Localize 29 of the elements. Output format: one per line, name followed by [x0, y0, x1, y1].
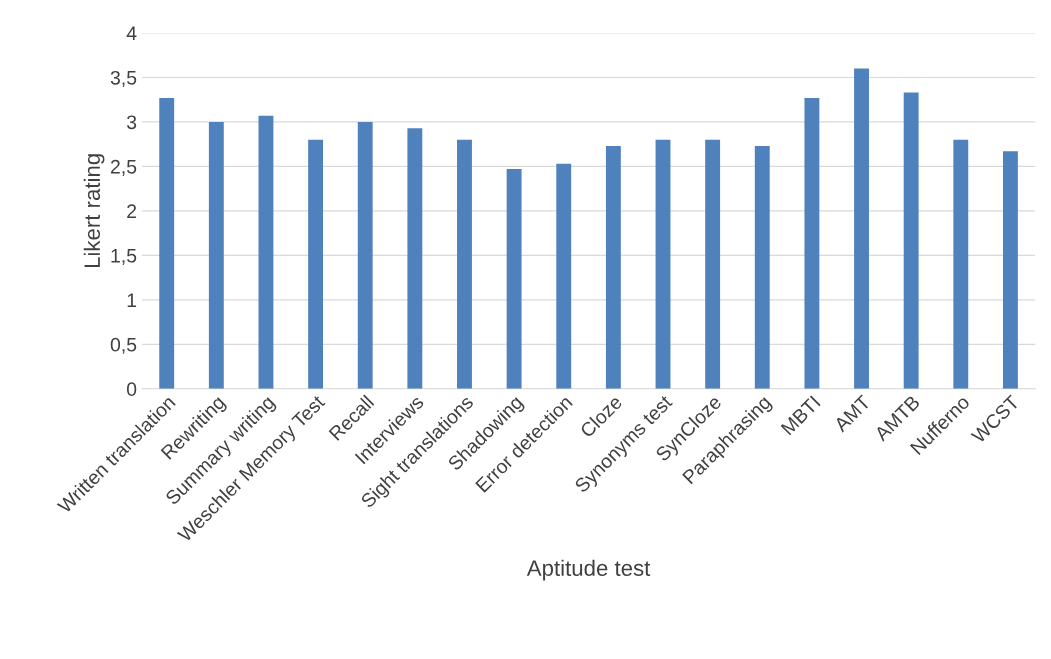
y-tick-label: 1 — [127, 293, 137, 307]
bar — [407, 128, 423, 389]
y-tick-label: 2 — [127, 204, 137, 218]
bar — [457, 139, 472, 389]
bar — [754, 145, 770, 389]
x-axis-title: Aptitude test — [526, 559, 651, 581]
bar — [506, 169, 522, 389]
bar — [258, 115, 274, 389]
y-tick-label: 4 — [126, 26, 137, 40]
y-tick-label: 3 — [126, 115, 137, 130]
bar — [605, 145, 621, 389]
bar — [953, 139, 969, 389]
bar — [705, 139, 721, 389]
y-tick-label: 2,5 — [110, 159, 137, 176]
bar — [556, 163, 572, 389]
y-tick-label: 3,5 — [110, 70, 137, 87]
bar — [854, 68, 869, 389]
bar — [903, 92, 919, 389]
y-tick-label: 1,5 — [111, 249, 137, 265]
bar — [159, 97, 175, 389]
bar — [308, 139, 324, 389]
bar — [804, 97, 820, 389]
y-tick-label: 0 — [126, 382, 137, 397]
bar — [208, 121, 224, 389]
bar — [1002, 151, 1018, 389]
bar — [655, 139, 671, 389]
bar — [357, 121, 373, 389]
y-axis-title: Likert rating — [83, 154, 105, 268]
y-tick-label: 0,5 — [110, 337, 137, 354]
